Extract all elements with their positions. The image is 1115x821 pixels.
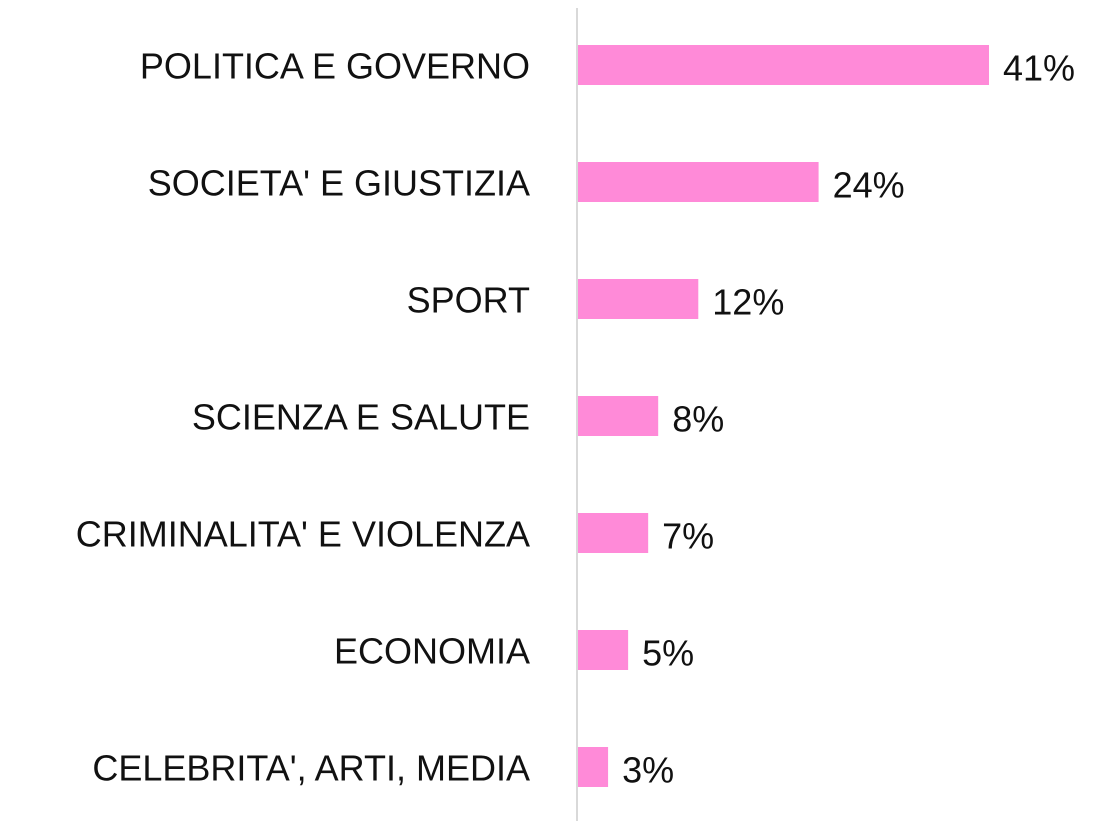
category-label: CELEBRITA', ARTI, MEDIA <box>92 748 530 789</box>
category-label: POLITICA E GOVERNO <box>140 46 530 87</box>
bar <box>578 162 819 202</box>
bar <box>578 396 659 436</box>
bar <box>578 513 649 553</box>
bar <box>578 45 989 85</box>
category-label: SOCIETA' E GIUSTIZIA <box>148 163 530 204</box>
value-label: 12% <box>712 282 784 323</box>
value-label: 8% <box>672 399 724 440</box>
value-label: 24% <box>833 165 905 206</box>
value-label: 3% <box>622 750 674 791</box>
value-label: 5% <box>642 633 694 674</box>
category-label: ECONOMIA <box>334 631 530 672</box>
bar <box>578 279 699 319</box>
bar <box>578 630 629 670</box>
value-label: 41% <box>1003 48 1075 89</box>
category-label: SCIENZA E SALUTE <box>192 397 530 438</box>
category-label: CRIMINALITA' E VIOLENZA <box>76 514 530 555</box>
value-label: 7% <box>662 516 714 557</box>
bar <box>578 747 609 787</box>
category-label: SPORT <box>407 280 530 321</box>
